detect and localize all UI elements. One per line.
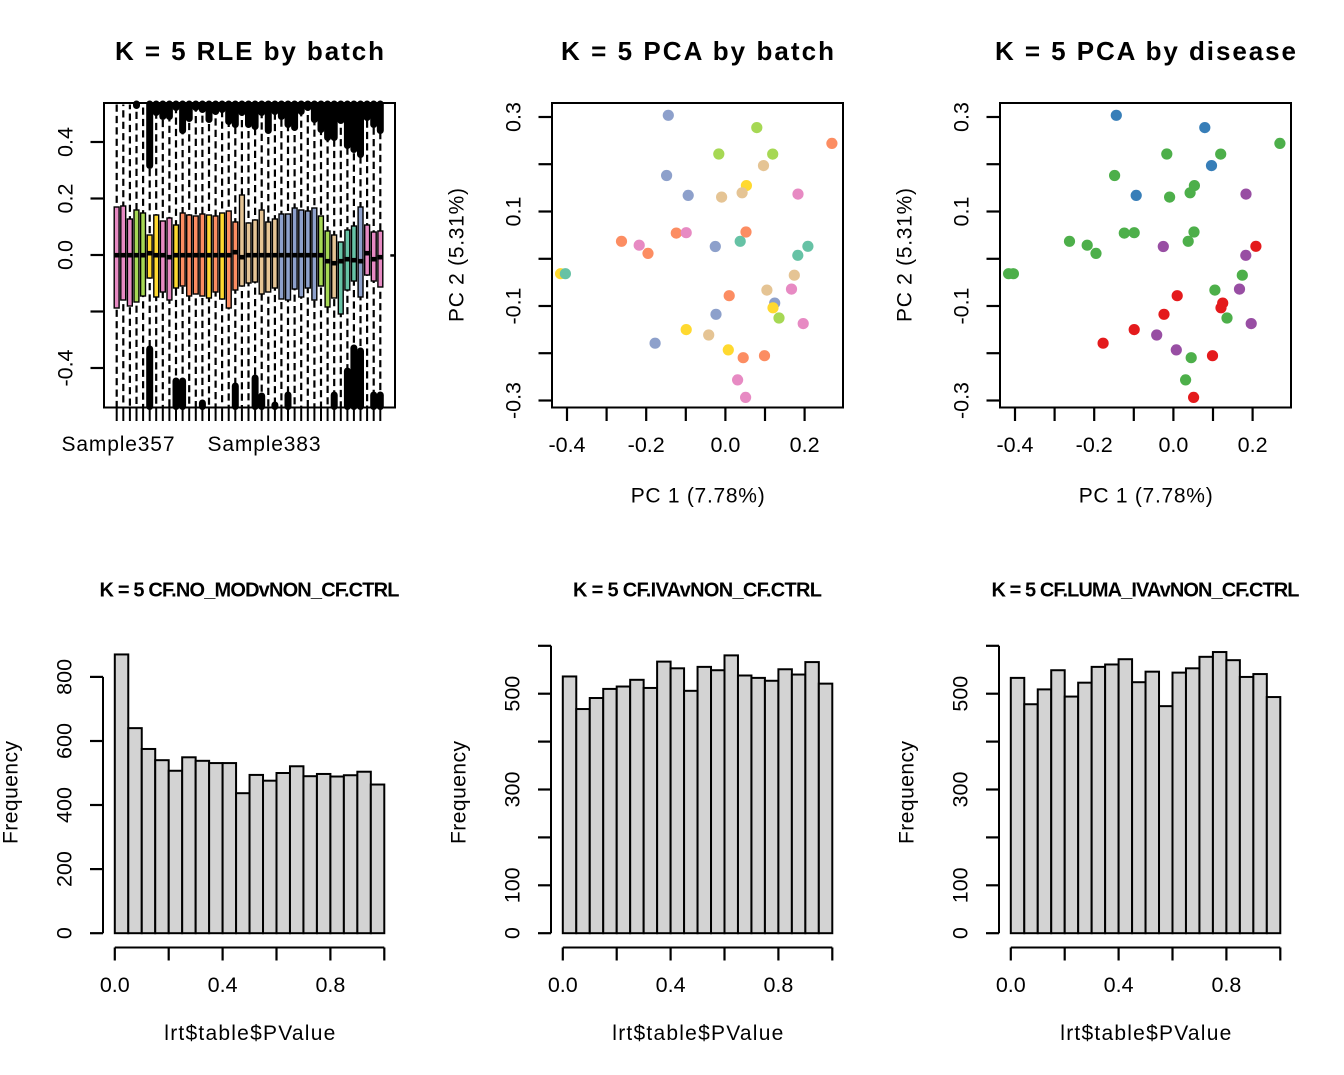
svg-text:0.2: 0.2 — [53, 184, 77, 214]
svg-text:0.8: 0.8 — [315, 973, 345, 997]
svg-text:Frequency: Frequency — [0, 741, 23, 845]
svg-text:Sample357: Sample357 — [62, 433, 175, 456]
svg-text:0.8: 0.8 — [763, 973, 793, 997]
svg-text:0: 0 — [948, 927, 972, 939]
svg-text:0.0: 0.0 — [1158, 433, 1188, 457]
svg-text:0.2: 0.2 — [1238, 433, 1268, 457]
svg-text:-0.4: -0.4 — [548, 433, 585, 457]
svg-text:0.0: 0.0 — [548, 973, 578, 997]
svg-text:100: 100 — [500, 867, 524, 903]
svg-text:K = 5 RLE by batch: K = 5 RLE by batch — [115, 36, 384, 66]
svg-text:-0.2: -0.2 — [628, 433, 665, 457]
svg-text:0.1: 0.1 — [501, 197, 525, 227]
svg-text:0: 0 — [52, 927, 76, 939]
svg-text:Sample383: Sample383 — [208, 433, 321, 456]
svg-text:0.0: 0.0 — [53, 240, 77, 270]
svg-text:500: 500 — [500, 676, 524, 712]
svg-text:0.1: 0.1 — [949, 197, 973, 227]
svg-text:PC 2 (5.31%): PC 2 (5.31%) — [894, 188, 917, 322]
svg-text:Frequency: Frequency — [448, 741, 471, 845]
svg-text:0.2: 0.2 — [790, 433, 820, 457]
svg-text:300: 300 — [948, 772, 972, 808]
svg-text:0.4: 0.4 — [656, 973, 686, 997]
svg-text:lrt$table$PValue: lrt$table$PValue — [612, 1022, 783, 1045]
svg-text:0.4: 0.4 — [53, 127, 77, 157]
svg-text:800: 800 — [52, 659, 76, 695]
svg-text:-0.3: -0.3 — [949, 382, 973, 419]
svg-text:K = 5 CF.NO_MODvNON_CF.CTRL: K = 5 CF.NO_MODvNON_CF.CTRL — [100, 580, 400, 602]
svg-text:100: 100 — [948, 867, 972, 903]
svg-text:600: 600 — [52, 723, 76, 759]
svg-text:0.0: 0.0 — [996, 973, 1026, 997]
svg-text:-0.1: -0.1 — [949, 287, 973, 324]
svg-text:400: 400 — [52, 787, 76, 823]
svg-text:-0.3: -0.3 — [501, 382, 525, 419]
svg-text:0.0: 0.0 — [710, 433, 740, 457]
svg-text:K = 5 CF.IVAvNON_CF.CTRL: K = 5 CF.IVAvNON_CF.CTRL — [573, 580, 822, 602]
svg-text:PC 1 (7.78%): PC 1 (7.78%) — [631, 485, 765, 508]
svg-text:lrt$table$PValue: lrt$table$PValue — [164, 1022, 335, 1045]
svg-text:K = 5 CF.LUMA_IVAvNON_CF.CTRL: K = 5 CF.LUMA_IVAvNON_CF.CTRL — [992, 580, 1300, 602]
svg-text:0.8: 0.8 — [1211, 973, 1241, 997]
svg-text:-0.4: -0.4 — [53, 349, 77, 386]
svg-text:K = 5 PCA by disease: K = 5 PCA by disease — [995, 36, 1296, 66]
svg-text:K = 5 PCA by batch: K = 5 PCA by batch — [561, 36, 834, 66]
svg-text:lrt$table$PValue: lrt$table$PValue — [1060, 1022, 1231, 1045]
svg-text:PC 1 (7.78%): PC 1 (7.78%) — [1079, 485, 1213, 508]
svg-text:0: 0 — [500, 927, 524, 939]
svg-text:300: 300 — [500, 772, 524, 808]
svg-text:500: 500 — [948, 676, 972, 712]
svg-text:0.4: 0.4 — [1104, 973, 1134, 997]
svg-text:0.3: 0.3 — [501, 102, 525, 132]
svg-text:-0.2: -0.2 — [1076, 433, 1113, 457]
svg-text:PC 2 (5.31%): PC 2 (5.31%) — [446, 188, 469, 322]
svg-text:Frequency: Frequency — [896, 741, 919, 845]
svg-text:0.4: 0.4 — [208, 973, 238, 997]
svg-text:0.0: 0.0 — [100, 973, 130, 997]
svg-text:200: 200 — [52, 851, 76, 887]
svg-text:-0.4: -0.4 — [996, 433, 1033, 457]
svg-text:0.3: 0.3 — [949, 102, 973, 132]
svg-text:-0.1: -0.1 — [501, 287, 525, 324]
